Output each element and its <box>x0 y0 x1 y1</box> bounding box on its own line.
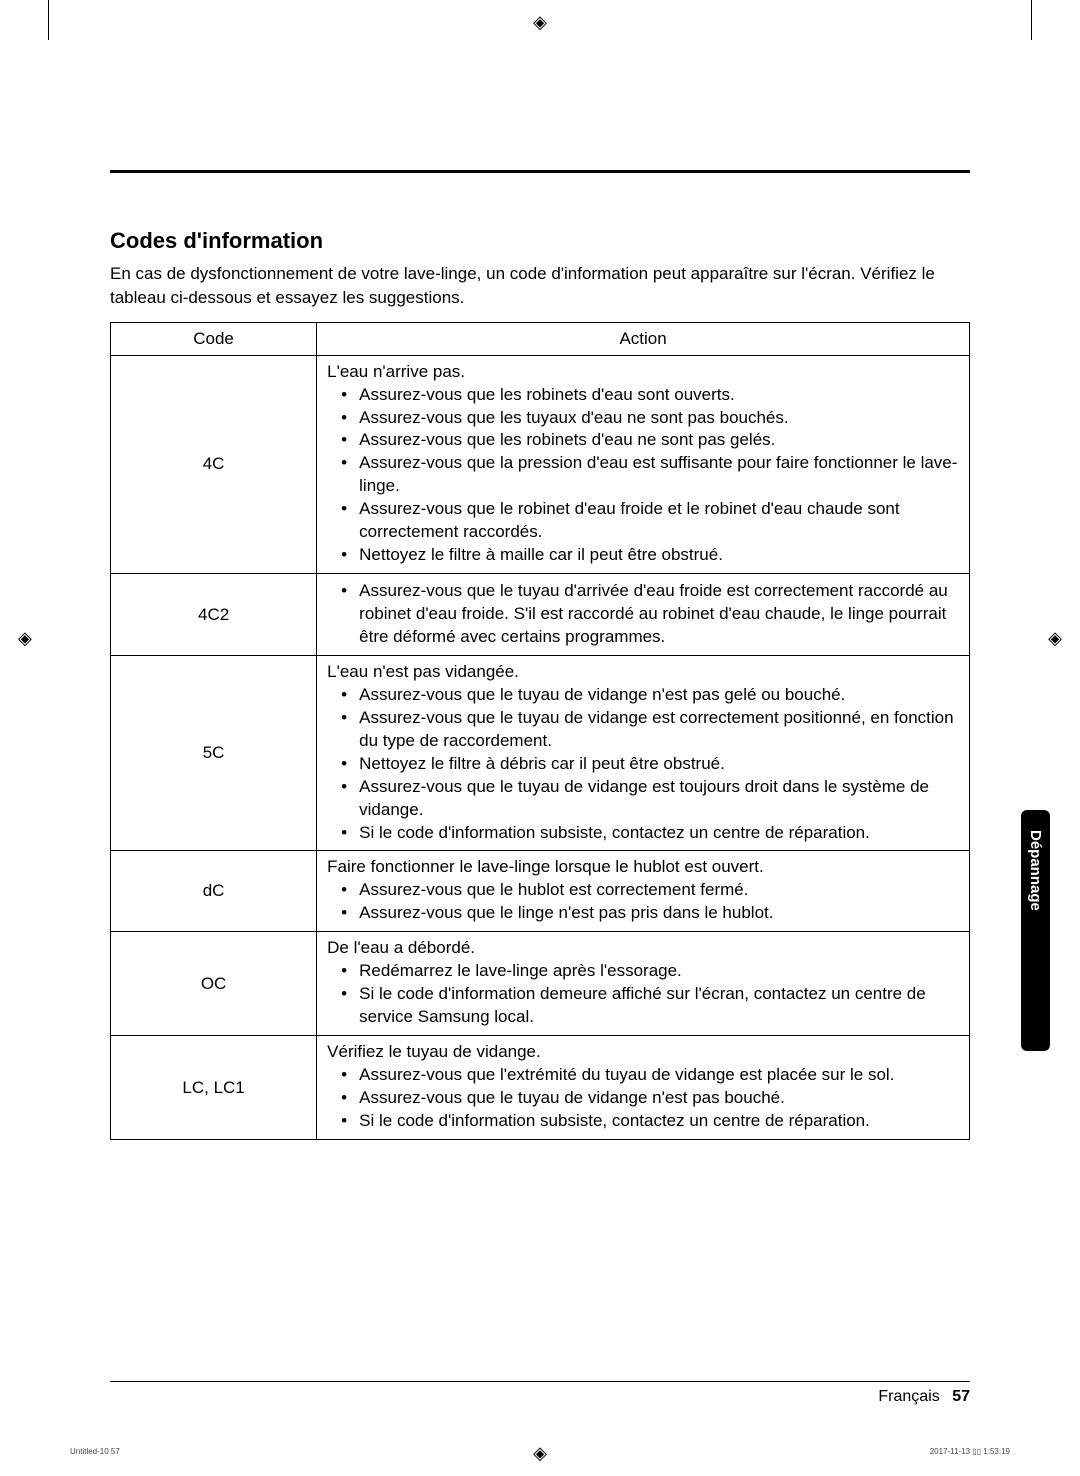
col-header-action: Action <box>317 322 970 355</box>
list-item: Si le code d'information subsiste, conta… <box>341 822 959 845</box>
action-cell: De l'eau a débordé.Redémarrez le lave-li… <box>317 932 970 1036</box>
list-item: Assurez-vous que le tuyau de vidange est… <box>341 776 959 822</box>
list-item: Assurez-vous que le tuyau de vidange est… <box>341 707 959 753</box>
registration-mark-icon: ◈ <box>533 12 547 33</box>
action-cell: Assurez-vous que le tuyau d'arrivée d'ea… <box>317 574 970 656</box>
action-bullets: Assurez-vous que les robinets d'eau sont… <box>327 384 959 568</box>
action-cell: Faire fonctionner le lave-linge lorsque … <box>317 851 970 932</box>
crop-mark <box>1031 0 1032 40</box>
col-header-code: Code <box>111 322 317 355</box>
code-cell: 4C2 <box>111 574 317 656</box>
list-item: Assurez-vous que la pression d'eau est s… <box>341 452 959 498</box>
code-cell: 4C <box>111 355 317 574</box>
registration-mark-icon: ◈ <box>1048 628 1062 649</box>
list-item: Si le code d'information subsiste, conta… <box>341 1110 959 1133</box>
list-item: Nettoyez le filtre à débris car il peut … <box>341 753 959 776</box>
list-item: Assurez-vous que le linge n'est pas pris… <box>341 902 959 925</box>
list-item: Assurez-vous que le hublot est correctem… <box>341 879 959 902</box>
code-cell: OC <box>111 932 317 1036</box>
registration-mark-icon: ◈ <box>18 628 32 649</box>
page-content: Codes d'information En cas de dysfonctio… <box>0 0 1080 1140</box>
table-row: LC, LC1Vérifiez le tuyau de vidange.Assu… <box>111 1036 970 1140</box>
list-item: Assurez-vous que le robinet d'eau froide… <box>341 498 959 544</box>
horizontal-rule <box>110 170 970 173</box>
action-bullets: Assurez-vous que l'extrémité du tuyau de… <box>327 1064 959 1133</box>
list-item: Assurez-vous que les robinets d'eau sont… <box>341 384 959 407</box>
footer-language: Français <box>878 1388 939 1405</box>
codes-table: Code Action 4CL'eau n'arrive pas.Assurez… <box>110 322 970 1140</box>
list-item: Assurez-vous que les robinets d'eau ne s… <box>341 429 959 452</box>
action-lead: Vérifiez le tuyau de vidange. <box>327 1042 959 1062</box>
action-lead: De l'eau a débordé. <box>327 938 959 958</box>
action-cell: Vérifiez le tuyau de vidange.Assurez-vou… <box>317 1036 970 1140</box>
table-row: 4C2 Assurez-vous que le tuyau d'arrivée d… <box>111 574 970 656</box>
table-row: OCDe l'eau a débordé.Redémarrez le lave-… <box>111 932 970 1036</box>
action-bullets: Assurez-vous que le tuyau de vidange n'e… <box>327 684 959 845</box>
list-item: Assurez-vous que le tuyau de vidange n'e… <box>341 1087 959 1110</box>
action-lead: L'eau n'est pas vidangée. <box>327 662 959 682</box>
code-cell: dC <box>111 851 317 932</box>
list-item: Redémarrez le lave-linge après l'essorag… <box>341 960 959 983</box>
table-row: 5CL'eau n'est pas vidangée.Assurez-vous … <box>111 655 970 851</box>
table-row: 4CL'eau n'arrive pas.Assurez-vous que le… <box>111 355 970 574</box>
page-footer: Français 57 <box>110 1381 970 1406</box>
side-tab: Dépannage <box>1021 810 1050 1051</box>
action-bullets: Assurez-vous que le hublot est correctem… <box>327 879 959 925</box>
code-cell: 5C <box>111 655 317 851</box>
code-cell: LC, LC1 <box>111 1036 317 1140</box>
action-bullets: Redémarrez le lave-linge après l'essorag… <box>327 960 959 1029</box>
action-lead: L'eau n'arrive pas. <box>327 362 959 382</box>
list-item: Nettoyez le filtre à maille car il peut … <box>341 544 959 567</box>
action-cell: L'eau n'arrive pas.Assurez-vous que les … <box>317 355 970 574</box>
crop-mark <box>48 0 49 40</box>
list-item: Si le code d'information demeure affiché… <box>341 983 959 1029</box>
action-lead: Faire fonctionner le lave-linge lorsque … <box>327 857 959 877</box>
action-bullets: Assurez-vous que le tuyau d'arrivée d'ea… <box>327 580 959 649</box>
print-info-left: Untitled-10 57 <box>70 1447 120 1456</box>
table-row: dC Faire fonctionner le lave-linge lorsqu… <box>111 851 970 932</box>
action-cell: L'eau n'est pas vidangée.Assurez-vous qu… <box>317 655 970 851</box>
intro-text: En cas de dysfonctionnement de votre lav… <box>110 262 970 310</box>
registration-mark-icon: ◈ <box>533 1443 547 1464</box>
section-title: Codes d'information <box>110 228 970 254</box>
list-item: Assurez-vous que le tuyau d'arrivée d'ea… <box>341 580 959 649</box>
list-item: Assurez-vous que le tuyau de vidange n'e… <box>341 684 959 707</box>
list-item: Assurez-vous que les tuyaux d'eau ne son… <box>341 407 959 430</box>
list-item: Assurez-vous que l'extrémité du tuyau de… <box>341 1064 959 1087</box>
print-info-right: 2017-11-13 ▯▯ 1:53:19 <box>930 1447 1010 1456</box>
footer-page-number: 57 <box>952 1388 970 1405</box>
